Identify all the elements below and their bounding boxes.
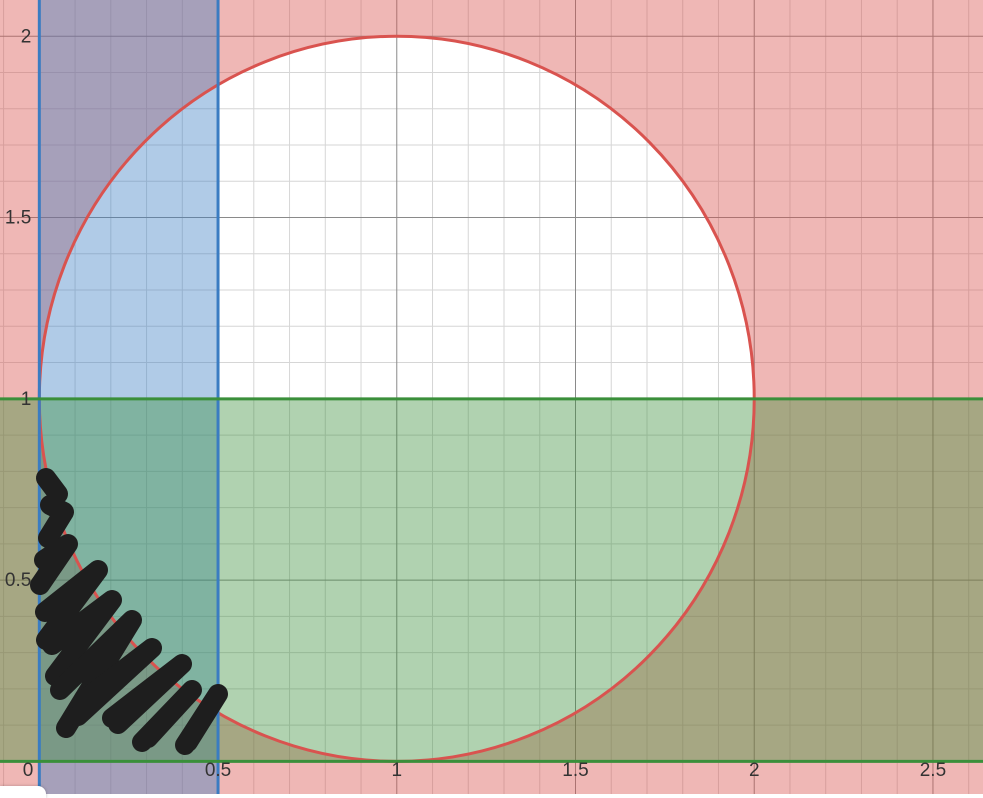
corner-handle [0, 786, 46, 798]
x-tick-label: 1.5 [562, 760, 588, 781]
y-tick-label: 2 [21, 26, 32, 47]
scribble-stroke [42, 590, 122, 686]
x-tick-label: 1 [391, 760, 402, 781]
scribble-stroke [68, 638, 162, 726]
scribble-stroke [38, 495, 74, 548]
x-tick-label: 0.5 [205, 760, 231, 781]
y-tick-label: 1 [21, 389, 32, 410]
y-tick-labels: 0.5 1 1.5 2 [5, 26, 31, 591]
scribble-annotation [30, 468, 228, 755]
scribble-stroke [35, 560, 108, 650]
x-tick-labels: 0 0.5 1 1.5 2 2.5 [23, 760, 946, 781]
scribble-stroke [36, 468, 68, 504]
scribble-stroke [132, 680, 202, 752]
scribble-stroke [30, 534, 78, 595]
scribble-stroke [175, 684, 228, 755]
x-tick-label: 0 [23, 760, 34, 781]
x-tick-label: 2.5 [920, 760, 946, 781]
horizontal-band-region [0, 398, 983, 762]
y-tick-label: 0.5 [5, 570, 31, 591]
y-tick-label: 1.5 [5, 208, 31, 229]
scribble-stroke [102, 654, 192, 734]
x-tick-label: 2 [749, 760, 760, 781]
